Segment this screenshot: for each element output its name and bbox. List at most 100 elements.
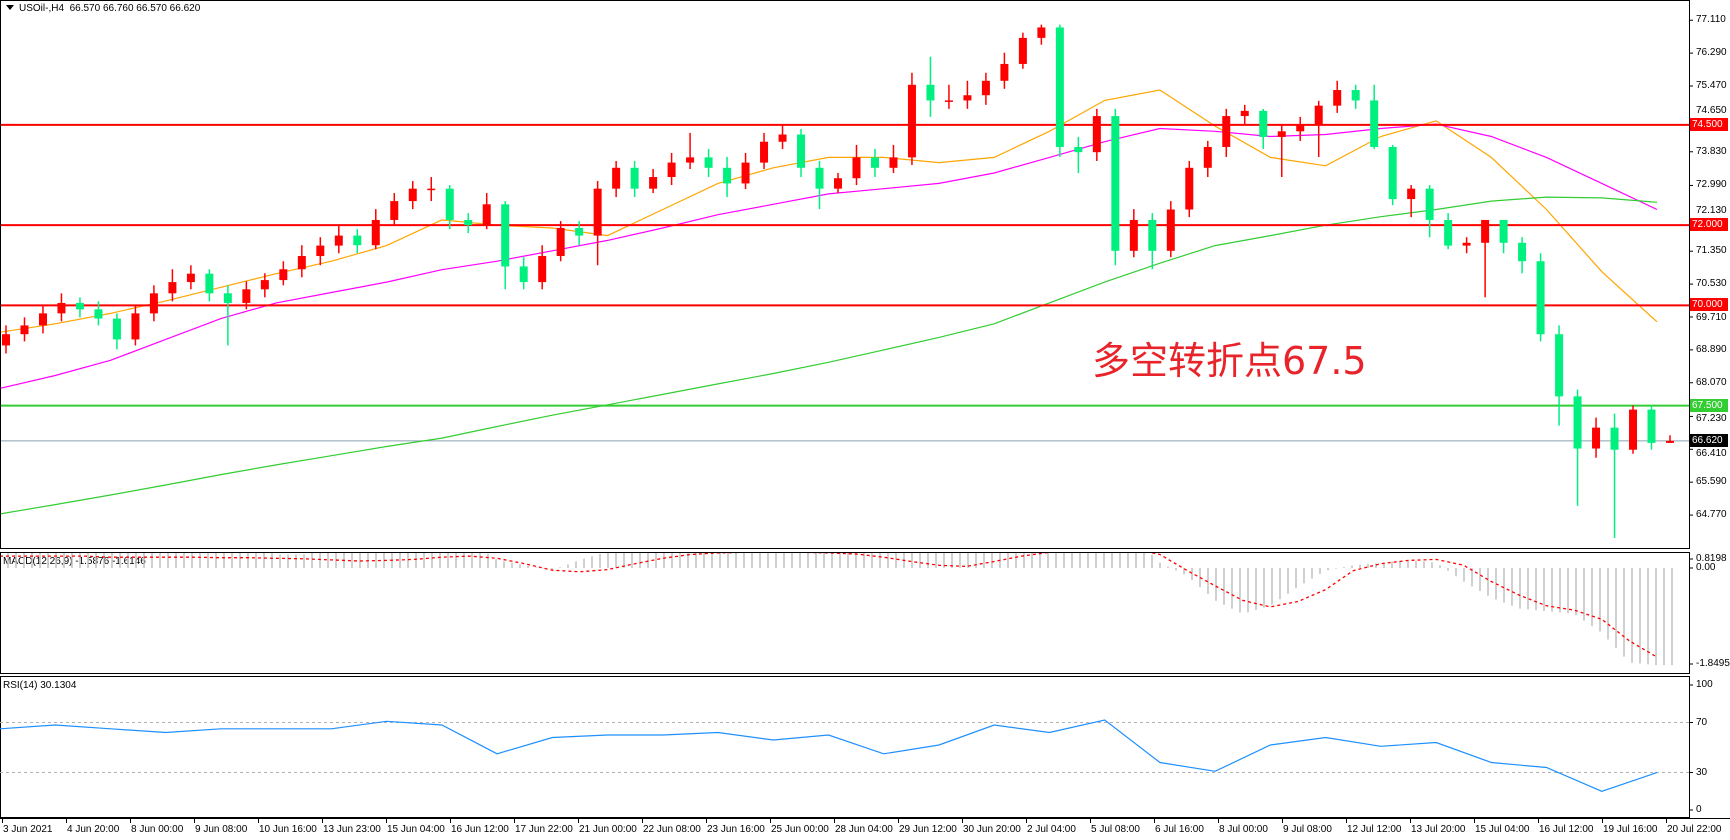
candle-body — [464, 219, 473, 226]
price-tick-label: 74.650 — [1696, 104, 1727, 116]
candle-body — [1536, 261, 1545, 335]
candle-body — [316, 245, 325, 257]
candle-body — [390, 201, 399, 220]
time-tick — [386, 818, 387, 823]
time-tick-label: 23 Jun 16:00 — [707, 824, 765, 835]
price-tick-label: 75.470 — [1696, 80, 1727, 91]
candle-body — [1462, 242, 1471, 246]
candle-body — [1037, 27, 1046, 38]
candle-body — [186, 273, 195, 283]
price-tick-label: 68.070 — [1696, 376, 1727, 388]
candle-body — [2, 334, 10, 346]
time-tick — [1090, 818, 1091, 823]
candle-body — [1240, 110, 1249, 117]
rsi-title: RSI(14) 30.1304 — [3, 680, 77, 691]
time-tick-label: 12 Jul 12:00 — [1347, 824, 1402, 835]
candle-body — [1592, 427, 1601, 449]
candle-body — [279, 269, 288, 281]
time-tick-label: 15 Jul 04:00 — [1475, 824, 1530, 835]
time-tick — [898, 818, 899, 823]
candle-body — [889, 157, 898, 168]
candle-body — [1370, 100, 1379, 147]
candle-body — [723, 167, 732, 184]
time-tick — [514, 818, 515, 823]
time-tick-label: 28 Jun 04:00 — [835, 824, 893, 835]
price-tick-label: 68.890 — [1696, 343, 1727, 355]
macd-pane-frame — [0, 552, 1690, 674]
time-tick-label: 15 Jun 04:00 — [387, 824, 445, 835]
candle-body — [1351, 90, 1360, 101]
time-tick-label: 21 Jun 00:00 — [579, 824, 637, 835]
candle-body — [1333, 90, 1342, 106]
moving-average-ma_fast — [1, 89, 1658, 333]
time-tick — [450, 818, 451, 823]
macd-tick-label: 0.00 — [1696, 562, 1716, 573]
time-tick — [1282, 818, 1283, 823]
price-tick-label: 70.530 — [1696, 278, 1727, 290]
candle-body — [334, 235, 343, 246]
candle-body — [981, 80, 990, 96]
candle-body — [538, 256, 547, 283]
time-tick-label: 4 Jun 20:00 — [67, 824, 120, 835]
macd-tick-label: 0.8198 — [1696, 553, 1727, 564]
candle-body — [1092, 116, 1101, 153]
price-tick-label: 73.830 — [1696, 145, 1727, 157]
time-tick — [1474, 818, 1475, 823]
price-tick-label: 76.290 — [1696, 47, 1727, 59]
candle-body — [1000, 63, 1009, 81]
candle-body — [1388, 146, 1397, 200]
time-tick — [642, 818, 643, 823]
time-tick-label: 3 Jun 2021 — [3, 824, 53, 835]
time-tick — [2, 818, 3, 823]
candle-body — [149, 293, 158, 314]
candle-body — [907, 84, 916, 158]
candle-body — [1647, 409, 1656, 443]
price-tick-label: 65.590 — [1696, 476, 1727, 488]
rsi-tick-label: 30 — [1696, 766, 1708, 778]
dropdown-triangle-icon[interactable] — [6, 5, 14, 10]
candle-body — [686, 157, 695, 163]
time-tick — [1154, 818, 1155, 823]
time-tick — [1666, 818, 1667, 823]
candle-body — [260, 280, 269, 290]
rsi-tick-label: 100 — [1696, 679, 1713, 690]
price-tick-label: 71.350 — [1696, 245, 1727, 257]
macd-plot — [1, 553, 1673, 666]
time-tick-label: 13 Jun 23:00 — [323, 824, 381, 835]
time-tick — [770, 818, 771, 823]
candle-body — [1018, 37, 1027, 64]
candle-body — [1166, 209, 1175, 251]
candle-body — [408, 188, 417, 202]
time-tick-label: 9 Jun 08:00 — [195, 824, 248, 835]
candle-body — [223, 293, 232, 303]
price-tick-label: 72.130 — [1696, 205, 1727, 217]
candle-body — [1222, 116, 1231, 147]
candle-body — [741, 162, 750, 184]
candle-body — [353, 235, 362, 246]
candle-body — [445, 188, 454, 220]
candle-body — [1499, 219, 1508, 243]
time-tick-label: 29 Jun 12:00 — [899, 824, 957, 835]
candle-body — [815, 167, 824, 189]
time-tick-label: 5 Jul 08:00 — [1091, 824, 1140, 835]
candle-body — [1666, 440, 1674, 443]
time-tick-label: 8 Jul 00:00 — [1219, 824, 1268, 835]
price-tick-label: 72.990 — [1696, 179, 1727, 191]
candle-body — [963, 95, 972, 101]
moving-average-ma_slow — [1, 196, 1658, 515]
time-tick-label: 17 Jun 22:00 — [515, 824, 573, 835]
candle-body — [593, 188, 602, 236]
candle-body — [242, 289, 251, 303]
candle-body — [1203, 146, 1212, 168]
candle-body — [1111, 116, 1120, 251]
candle-body — [944, 100, 953, 102]
time-tick — [130, 818, 131, 823]
candle-body — [852, 157, 861, 179]
symbol-label: USOil-,H4 — [19, 3, 65, 14]
time-tick-label: 10 Jun 16:00 — [259, 824, 317, 835]
level-price-tag: 70.000 — [1690, 298, 1728, 312]
rsi-line — [0, 719, 1658, 792]
candle-body — [612, 167, 621, 189]
time-tick — [1218, 818, 1219, 823]
